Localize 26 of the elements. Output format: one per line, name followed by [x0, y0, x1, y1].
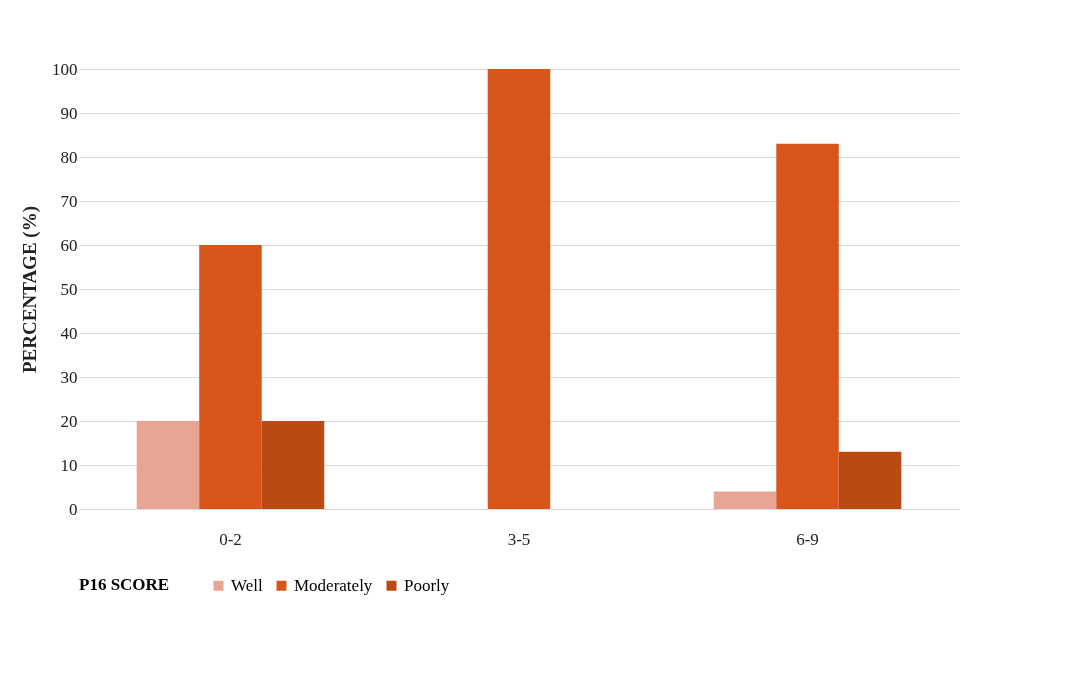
bar	[713, 491, 777, 509]
bar	[261, 421, 325, 509]
y-tick-label: 20	[60, 411, 78, 431]
x-tick-label: 0-2	[219, 529, 242, 549]
x-tick-label: 6-9	[796, 529, 819, 549]
bar	[199, 245, 262, 509]
bar	[838, 451, 902, 509]
legend-label: Poorly	[404, 575, 450, 595]
y-tick-label: 70	[60, 191, 78, 211]
x-tick-label: 3-5	[507, 529, 531, 549]
legend-label: Moderately	[294, 575, 373, 595]
bar	[136, 421, 200, 509]
legend-title: P16 SCORE	[79, 575, 170, 594]
y-tick-label: 0	[69, 499, 78, 519]
y-tick-label: 50	[60, 279, 78, 299]
y-axis-title: PERCENTAGE (%)	[19, 206, 41, 373]
y-tick-label: 90	[60, 103, 78, 123]
y-tick-label: 10	[60, 455, 78, 475]
y-tick-label: 40	[60, 323, 78, 343]
y-tick-label: 80	[60, 147, 78, 167]
legend-label: Well	[231, 575, 263, 595]
bar	[776, 143, 839, 509]
bar	[487, 69, 551, 509]
y-tick-label: 60	[60, 235, 78, 255]
y-tick-label: 100	[52, 59, 78, 79]
y-tick-label: 30	[60, 367, 78, 387]
